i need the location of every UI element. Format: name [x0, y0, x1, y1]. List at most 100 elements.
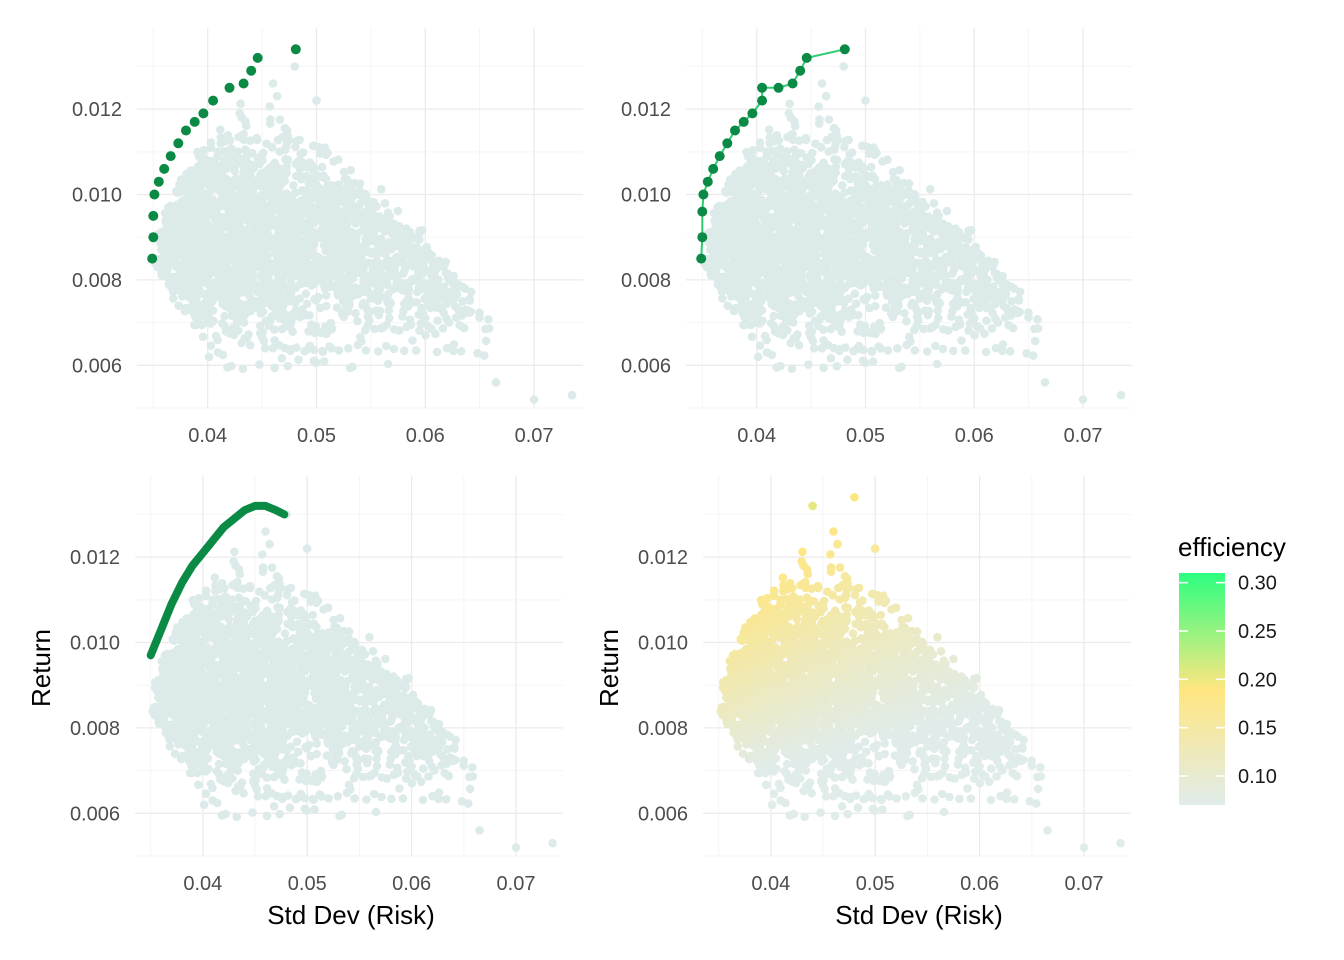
portfolio-point	[326, 257, 335, 266]
portfolio-point	[361, 300, 370, 309]
portfolio-point	[442, 314, 451, 323]
portfolio-point	[713, 203, 722, 212]
portfolio-point	[297, 186, 307, 195]
portfolio-point	[780, 295, 790, 305]
portfolio-point	[266, 115, 275, 124]
portfolio-point	[790, 333, 800, 343]
portfolio-point	[322, 301, 331, 311]
portfolio-point	[372, 258, 381, 267]
portfolio-point	[822, 194, 832, 204]
portfolio-point	[821, 284, 831, 293]
portfolio-point	[794, 341, 804, 350]
portfolio-point	[932, 359, 942, 369]
portfolio-point	[250, 219, 259, 229]
portfolio-point	[193, 147, 202, 157]
portfolio-point	[481, 324, 490, 334]
portfolio-point	[765, 133, 775, 142]
frontier-point	[173, 138, 184, 149]
portfolio-point	[415, 226, 424, 236]
portfolio-point	[327, 181, 337, 190]
portfolio-point	[868, 357, 878, 366]
portfolio-point	[216, 133, 226, 142]
portfolio-point	[319, 328, 329, 338]
portfolio-point	[277, 324, 287, 334]
portfolio-point	[320, 284, 330, 294]
portfolio-point	[302, 299, 312, 309]
portfolio-point	[319, 357, 329, 366]
portfolio-point	[292, 136, 301, 146]
portfolio-point	[991, 314, 1000, 323]
portfolio-point	[815, 115, 824, 124]
portfolio-point	[208, 306, 218, 315]
portfolio-point	[275, 164, 284, 173]
portfolio-point	[404, 302, 413, 311]
portfolio-point	[754, 170, 763, 180]
portfolio-point	[268, 169, 278, 179]
portfolio-point	[423, 251, 433, 260]
portfolio-point	[371, 294, 381, 304]
portfolio-point	[297, 243, 307, 252]
portfolio-point	[221, 271, 231, 280]
portfolio-point	[823, 272, 832, 282]
portfolio-point	[334, 180, 343, 189]
portfolio-point	[252, 135, 262, 145]
portfolio-point	[370, 324, 379, 334]
portfolio-point	[270, 336, 279, 345]
portfolio-point	[274, 272, 283, 282]
portfolio-point	[332, 242, 342, 252]
portfolio-point	[919, 324, 928, 334]
portfolio-point	[421, 314, 430, 323]
portfolio-point	[297, 225, 306, 235]
portfolio-point	[292, 343, 301, 352]
portfolio-point	[392, 224, 402, 234]
portfolio-point	[262, 139, 271, 148]
portfolio-point	[737, 295, 746, 305]
portfolio-point	[245, 284, 255, 294]
portfolio-point	[334, 346, 344, 355]
portfolio-point	[739, 320, 748, 330]
portfolio-point	[982, 316, 991, 326]
portfolio-point	[335, 234, 345, 244]
portfolio-point	[302, 171, 312, 181]
portfolio-point	[869, 322, 879, 332]
portfolio-point	[288, 327, 298, 337]
portfolio-point	[459, 323, 469, 333]
portfolio-point	[883, 155, 892, 164]
portfolio-point	[426, 303, 435, 313]
portfolio-point	[294, 355, 303, 365]
portfolio-point	[239, 301, 249, 310]
portfolio-point	[288, 238, 298, 247]
portfolio-point	[821, 215, 830, 224]
portfolio-point	[297, 198, 307, 208]
portfolio-point	[188, 295, 197, 305]
portfolio-point	[213, 181, 223, 190]
portfolio-point	[213, 270, 223, 280]
portfolio-point	[355, 186, 365, 196]
portfolio-point	[187, 195, 197, 205]
portfolio-point	[465, 294, 474, 304]
portfolio-point	[199, 203, 209, 212]
portfolio-point	[222, 181, 231, 191]
portfolio-point	[904, 186, 914, 196]
portfolio-point	[785, 99, 794, 109]
portfolio-point	[206, 143, 216, 153]
portfolio-point	[339, 273, 349, 283]
portfolio-point	[383, 297, 393, 307]
portfolio-point	[198, 311, 207, 321]
portfolio-point	[231, 279, 241, 289]
portfolio-point	[811, 139, 820, 148]
portfolio-point	[255, 238, 264, 248]
portfolio-point	[955, 277, 965, 287]
portfolio-point	[858, 193, 867, 203]
portfolio-point	[406, 260, 416, 270]
portfolio-point	[808, 336, 818, 346]
portfolio-point	[357, 337, 366, 346]
portfolio-point	[960, 346, 970, 355]
portfolio-point	[288, 313, 297, 323]
portfolio-point	[260, 214, 270, 224]
portfolio-point	[402, 322, 412, 332]
portfolio-point	[281, 245, 291, 255]
portfolio-point	[339, 187, 349, 196]
portfolio-point	[164, 274, 173, 283]
portfolio-point	[225, 329, 235, 338]
